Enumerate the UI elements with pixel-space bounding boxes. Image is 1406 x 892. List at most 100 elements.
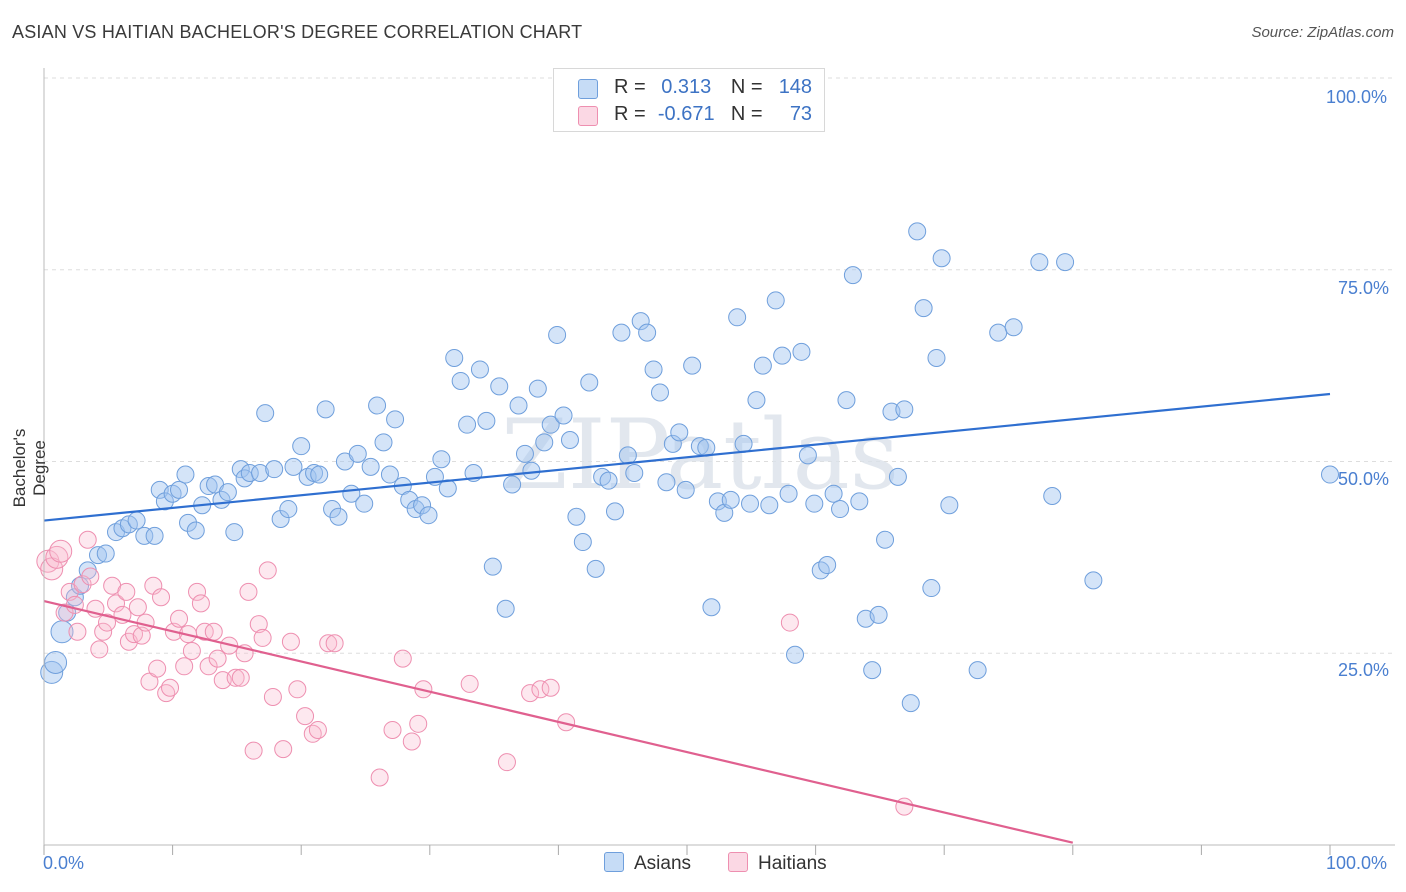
asian-point xyxy=(218,483,237,502)
asian-point xyxy=(580,373,599,392)
haitian-point xyxy=(281,632,300,651)
haitian-point xyxy=(497,753,516,772)
haitians-r-value: -0.671 xyxy=(657,103,715,125)
asian-point xyxy=(271,510,290,529)
asian-point xyxy=(231,460,250,479)
y-tick-label-50: 50.0% xyxy=(1338,469,1390,489)
asian-point xyxy=(670,423,689,442)
asian-point xyxy=(535,433,554,452)
asian-point xyxy=(697,438,716,457)
haitian-point xyxy=(325,634,344,653)
asian-point xyxy=(863,661,882,680)
haitian-point xyxy=(319,634,338,653)
asian-point xyxy=(432,450,451,469)
asian-point xyxy=(728,308,747,327)
asian-point xyxy=(458,415,477,434)
haitians-points xyxy=(36,530,914,816)
asian-point xyxy=(477,411,496,430)
asian-point xyxy=(451,371,470,390)
asian-point xyxy=(618,446,637,465)
asian-point xyxy=(292,437,311,456)
x-tick-label-0: 0.0% xyxy=(43,853,85,873)
asian-point xyxy=(256,404,275,423)
asian-point xyxy=(1004,318,1023,337)
asian-point xyxy=(747,391,766,410)
asian-point xyxy=(445,348,464,367)
asian-point xyxy=(708,492,727,511)
asian-point xyxy=(690,437,709,456)
asian-point xyxy=(348,444,367,463)
asian-point xyxy=(721,490,740,509)
haitian-point xyxy=(541,678,560,697)
asian-point xyxy=(650,383,669,402)
asian-point xyxy=(638,323,657,342)
asian-point xyxy=(901,694,920,713)
asian-point xyxy=(683,356,702,375)
asian-point xyxy=(734,434,753,453)
asian-point xyxy=(869,605,888,624)
source-credit: Source: ZipAtlas.com xyxy=(1251,24,1394,41)
asian-point xyxy=(888,467,907,486)
chart-title: ASIAN VS HAITIAN BACHELOR'S DEGREE CORRE… xyxy=(12,22,583,42)
haitian-point xyxy=(195,622,214,641)
asian-point xyxy=(284,457,303,476)
asian-point xyxy=(760,496,779,515)
asian-point xyxy=(657,473,676,492)
haitian-point xyxy=(188,582,207,601)
asian-point xyxy=(644,360,663,379)
haitian-point xyxy=(49,539,73,563)
haitian-point xyxy=(199,657,218,676)
haitian-point xyxy=(125,625,144,644)
asian-point xyxy=(265,460,284,479)
asian-point xyxy=(496,599,515,618)
asian-point xyxy=(316,400,335,419)
axis-layer xyxy=(43,68,1395,855)
asian-point xyxy=(127,511,146,530)
asian-point xyxy=(850,492,869,511)
asian-point xyxy=(490,377,509,396)
haitians-r-label: R = xyxy=(614,103,646,125)
asian-point xyxy=(824,484,843,503)
haitian-point xyxy=(370,768,389,787)
stats-legend: R = 0.313 N = 148 R = -0.671 N = 73 xyxy=(553,68,825,132)
asian-point xyxy=(355,494,374,513)
asian-point xyxy=(240,464,259,483)
trend-lines xyxy=(43,392,1331,844)
asian-point xyxy=(927,348,946,367)
bottom-legend-asians: Asians xyxy=(604,852,691,875)
asian-point xyxy=(922,579,941,598)
asian-point xyxy=(560,431,579,450)
haitian-point xyxy=(68,622,87,641)
asian-point xyxy=(766,291,785,310)
haitian-point xyxy=(36,549,60,573)
haitian-point xyxy=(55,603,74,622)
haitians-trend-line xyxy=(43,600,1074,844)
asian-point xyxy=(176,465,195,484)
haitian-point xyxy=(460,674,479,693)
haitian-point xyxy=(128,598,147,617)
haitian-point xyxy=(253,628,272,647)
asian-point xyxy=(374,433,393,452)
asian-point xyxy=(663,434,682,453)
asians-n-label: N = xyxy=(730,76,763,98)
asian-point xyxy=(199,477,218,496)
asian-point xyxy=(1030,253,1049,272)
haitian-point xyxy=(288,680,307,699)
haitian-point xyxy=(94,622,113,641)
haitian-point xyxy=(402,732,421,751)
haitian-point xyxy=(45,545,69,569)
asian-point xyxy=(251,464,270,483)
haitian-point xyxy=(239,582,258,601)
asian-point xyxy=(89,546,108,565)
asian-point xyxy=(798,446,817,465)
asian-point xyxy=(631,312,650,331)
asian-point xyxy=(567,507,586,526)
asian-point xyxy=(413,496,432,515)
asian-point xyxy=(329,507,348,526)
asians-legend-label: Asians xyxy=(634,853,692,874)
asian-point xyxy=(528,379,547,398)
y-tick-label-25: 25.0% xyxy=(1338,660,1390,680)
y-tick-label-100: 100.0% xyxy=(1326,87,1388,107)
asian-point xyxy=(792,342,811,361)
haitian-point xyxy=(263,687,282,706)
